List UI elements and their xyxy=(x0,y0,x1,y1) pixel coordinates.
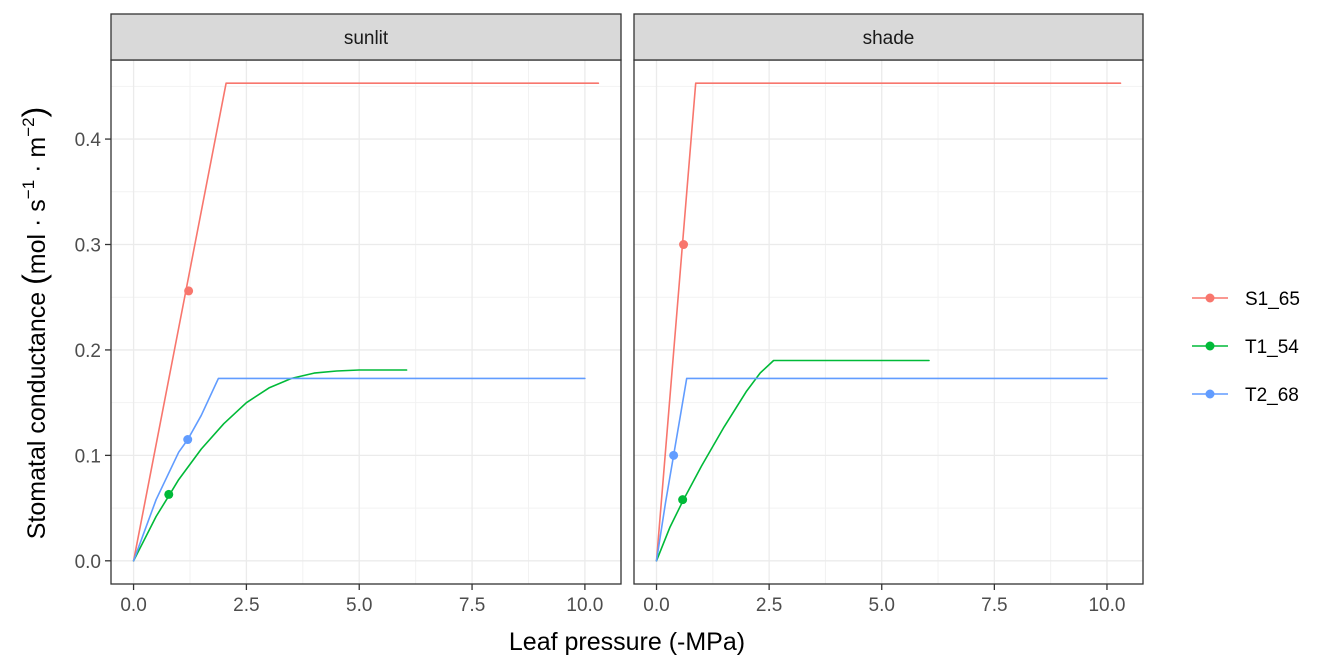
y-tick-label: 0.2 xyxy=(75,341,101,362)
gridlines xyxy=(111,60,621,584)
x-tick-label: 2.5 xyxy=(756,595,782,616)
y-axis-unit-close: ) xyxy=(16,107,52,118)
series-point-T2_68 xyxy=(183,435,193,445)
strip-label-sunlit: sunlit xyxy=(344,28,389,49)
y-axis-unit-mol: mol xyxy=(23,234,51,274)
strip-background xyxy=(110,13,622,61)
y-tick-label: 0.3 xyxy=(75,236,101,257)
legend: S1_65 T1_54 T2_68 xyxy=(1192,289,1300,406)
series-line-S1_65 xyxy=(132,82,600,562)
x-tick-label: 7.5 xyxy=(459,595,485,616)
legend-label-T1_54: T1_54 xyxy=(1245,337,1299,358)
strip-background xyxy=(633,13,1144,61)
series-point-T1_54 xyxy=(678,495,688,505)
x-tick-label: 10.0 xyxy=(566,595,603,616)
y-tick-label: 0.0 xyxy=(75,552,101,573)
strip-label-shade: shade xyxy=(863,28,915,49)
gridlines xyxy=(634,60,1143,584)
legend-label-S1_65: S1_65 xyxy=(1245,289,1300,310)
y-tick-label: 0.1 xyxy=(75,446,101,467)
panel-sunlit: sunlit 0.0 2.5 5.0 7.5 10.0 0.0 0.1 0.2 0.3 0.4 xyxy=(75,13,622,616)
y-axis-title-text: Stomatal conductance xyxy=(23,292,51,539)
y-axis-unit-m-exponent: −2 xyxy=(19,117,38,136)
panel-shade: shade 0.0 2.5 5.0 7.5 10.0 xyxy=(633,13,1144,616)
y-axis-unit-s: s xyxy=(23,199,51,212)
legend-key-point xyxy=(1205,341,1215,351)
series-line-T2_68 xyxy=(655,377,1108,562)
x-tick-label: 2.5 xyxy=(233,595,259,616)
y-axis-title: Stomatal conductance (mol · s−1 · m−2) xyxy=(16,107,52,540)
x-tick-label: 5.0 xyxy=(346,595,372,616)
y-axis-unit-s-exponent: −1 xyxy=(19,180,38,199)
y-axis-unit-open: ( xyxy=(16,274,52,285)
y-axis-unit-m: m xyxy=(23,137,51,158)
series-line-S1_65 xyxy=(655,82,1122,562)
legend-item-T1_54: T1_54 xyxy=(1192,337,1299,358)
x-tick-label: 5.0 xyxy=(869,595,895,616)
series-point-T1_54 xyxy=(164,489,174,499)
legend-label-T2_68: T2_68 xyxy=(1245,385,1299,406)
plot-background xyxy=(634,60,1143,584)
legend-key-point xyxy=(1205,389,1215,399)
series-point-T2_68 xyxy=(669,450,679,460)
legend-key-point xyxy=(1205,293,1215,303)
plot-background xyxy=(111,60,621,584)
x-tick-label: 0.0 xyxy=(643,595,669,616)
x-axis-title: Leaf pressure (-MPa) xyxy=(509,628,745,656)
x-tick-label: 0.0 xyxy=(120,595,146,616)
series-point-S1_65 xyxy=(184,286,194,296)
series-point-S1_65 xyxy=(679,240,689,250)
x-tick-label: 10.0 xyxy=(1088,595,1125,616)
series-line-T1_54 xyxy=(655,359,930,562)
y-tick-label: 0.4 xyxy=(75,130,102,151)
legend-item-S1_65: S1_65 xyxy=(1192,289,1300,310)
x-tick-label: 7.5 xyxy=(981,595,1007,616)
legend-item-T2_68: T2_68 xyxy=(1192,385,1299,406)
